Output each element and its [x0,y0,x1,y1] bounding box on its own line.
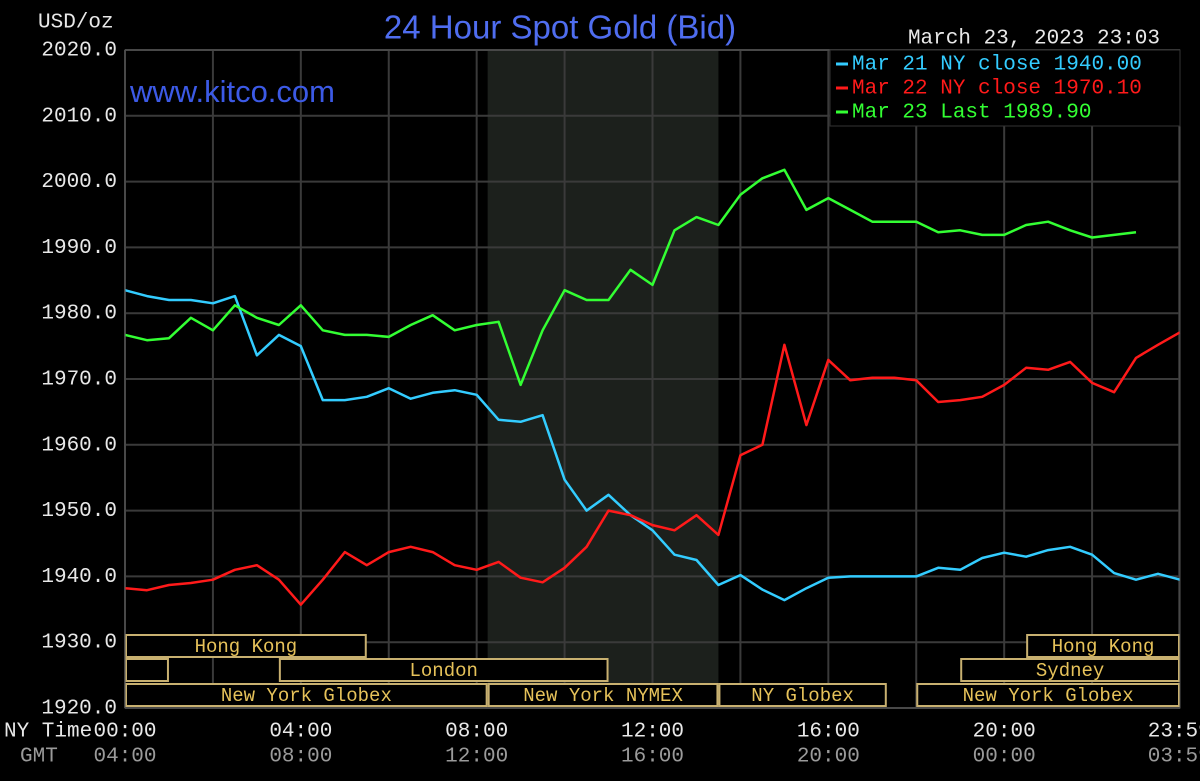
session-label: New York Globex [963,685,1134,707]
y-tick-label: 2020.0 [41,40,117,63]
y-tick-label: 1970.0 [41,369,117,392]
x2-tick-label: 03:59 [1148,746,1200,769]
session-bar [125,658,169,682]
x2-axis-label: GMT [20,746,58,769]
series-line [124,288,1181,602]
y-axis-label: USD/oz [38,12,114,35]
y-tick-label: 2000.0 [41,171,117,194]
session-label: Hong Kong [195,636,298,658]
x-tick-label: 08:00 [445,721,508,744]
y-tick-label: 1940.0 [41,566,117,589]
session-bar [916,683,1180,707]
x-tick-label: 04:00 [269,721,332,744]
x2-tick-label: 08:00 [269,746,332,769]
session-bar [487,683,719,707]
session-label: London [409,660,477,682]
x-tick-label: 20:00 [973,721,1036,744]
plot-area [124,49,1181,709]
y-tick-label: 1930.0 [41,632,117,655]
x2-tick-label: 12:00 [445,746,508,769]
timestamp: March 23, 2023 23:03 [908,28,1160,51]
session-label: Hong Kong [1052,636,1155,658]
y-tick-label: 1990.0 [41,237,117,260]
series-line [124,168,1137,387]
x-tick-label: 00:00 [93,721,156,744]
x-tick-label: 23:59 [1148,721,1200,744]
y-tick-label: 1920.0 [41,698,117,721]
session-bar [125,683,488,707]
x2-tick-label: 16:00 [621,746,684,769]
x-axis-label: NY Time [4,721,92,744]
x2-tick-label: 04:00 [93,746,156,769]
x-tick-label: 12:00 [621,721,684,744]
x2-tick-label: 00:00 [973,746,1036,769]
session-bar [125,634,367,658]
plot-frame [124,49,1181,709]
session-bar [278,658,609,682]
legend-label: Mar 23 Last 1989.90 [852,102,1091,125]
session-label: New York Globex [221,685,392,707]
session-bar [1026,634,1181,658]
session-label: Sydney [1036,660,1104,682]
y-tick-label: 1980.0 [41,303,117,326]
session-label: NY Globex [751,685,854,707]
session-bar [718,683,887,707]
legend-label: Mar 22 NY close 1970.10 [852,78,1142,101]
session-label: New York NYMEX [523,685,683,707]
legend-label: Mar 21 NY close 1940.00 [852,54,1142,77]
y-tick-label: 2010.0 [41,105,117,128]
session-bar [960,658,1180,682]
watermark: www.kitco.com [129,74,335,109]
series-line [124,331,1181,606]
x-tick-label: 16:00 [797,721,860,744]
chart-title: 24 Hour Spot Gold (Bid) [384,9,736,46]
x2-tick-label: 20:00 [797,746,860,769]
y-tick-label: 1950.0 [41,500,117,523]
y-tick-label: 1960.0 [41,434,117,457]
legend-box [829,49,1181,127]
